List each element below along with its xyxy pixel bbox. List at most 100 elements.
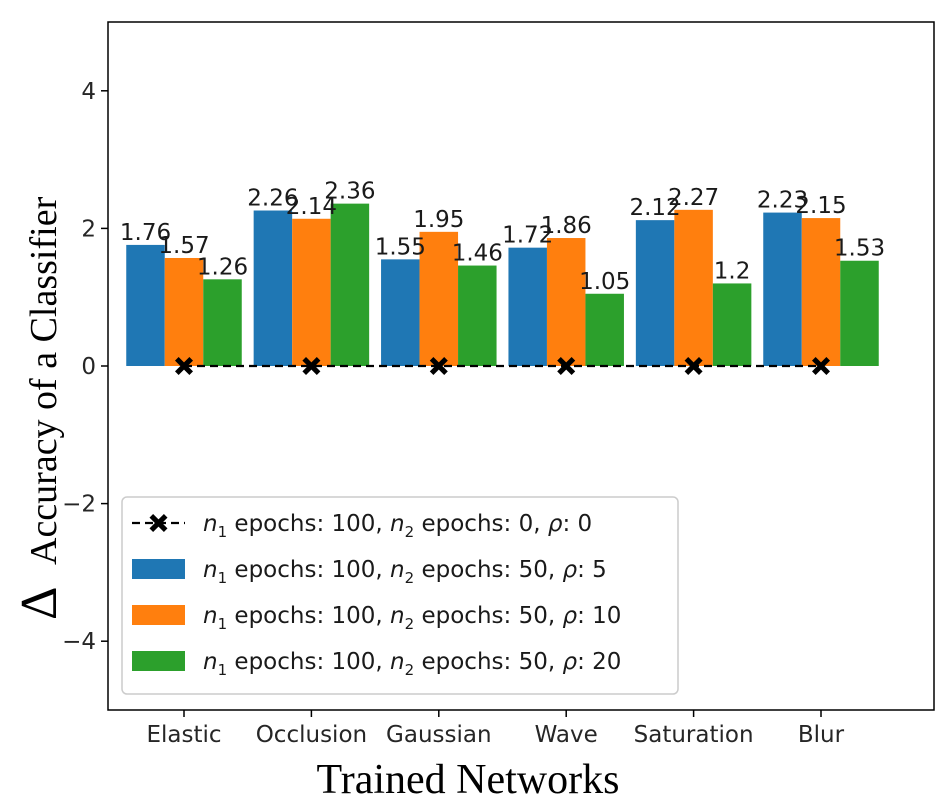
baseline-marker [812, 357, 830, 375]
baseline-marker [175, 357, 193, 375]
x-tick-label: Gaussian [386, 722, 492, 748]
y-tick-label: −2 [62, 492, 96, 518]
bar-value-label: 1.2 [714, 258, 751, 284]
legend-label-part: n [390, 603, 405, 629]
y-tick-label: 0 [81, 354, 96, 380]
bar-value-label: 1.26 [197, 254, 248, 280]
bars-layer [126, 203, 879, 366]
y-axis-title-delta: Δ [11, 587, 68, 620]
legend-label-part: : 5 [577, 557, 607, 583]
legend-label-part: ρ [548, 511, 563, 537]
bar-value-label: 1.72 [502, 223, 553, 249]
bar [635, 220, 675, 366]
legend-label-part: 2 [405, 661, 415, 679]
bar-value-label: 2.26 [247, 186, 298, 212]
legend-swatch [132, 559, 185, 579]
baseline-marker [429, 357, 448, 375]
y-axis-title: Δ Accuracy of a Classifier [11, 196, 68, 620]
bar-value-label: 1.57 [158, 233, 209, 259]
bar [253, 210, 293, 366]
legend-label-part: n [390, 649, 405, 675]
bar-value-label: 2.14 [286, 194, 337, 220]
y-tick-label: 2 [81, 216, 96, 242]
legend-label-part: 1 [218, 569, 228, 587]
legend-label-part: epochs: 100, [227, 511, 390, 537]
legend-label-part: 2 [405, 569, 415, 587]
bar [203, 279, 242, 366]
bar [508, 247, 547, 366]
x-tick-label: Wave [535, 722, 598, 748]
legend-label-part: epochs: 50, [414, 557, 562, 583]
legend-label-part: : 20 [577, 649, 621, 675]
legend-label-part: ρ [562, 557, 577, 583]
bar [763, 212, 802, 366]
baseline-marker [684, 357, 703, 375]
legend-label-part: epochs: 50, [414, 603, 562, 629]
bar-value-label: 1.95 [413, 207, 464, 233]
legend-label-part: epochs: 0, [414, 511, 548, 537]
bar [546, 238, 586, 366]
bar [585, 293, 624, 366]
bar-value-label: 2.12 [629, 195, 680, 221]
bar [801, 218, 841, 366]
baseline-marker [557, 357, 576, 375]
bar [292, 218, 331, 366]
bar-value-label: 2.23 [757, 188, 808, 214]
legend-label-part: n [203, 649, 218, 675]
x-axis-title: Trained Networks [317, 757, 620, 803]
bar [712, 283, 752, 366]
legend-label-part: epochs: 100, [227, 649, 390, 675]
bar-value-label: 1.86 [541, 213, 592, 239]
legend-label: n1 epochs: 100, n2 epochs: 50, ρ: 10 [203, 603, 621, 633]
legend-label-part: ρ [562, 603, 577, 629]
bar-value-label: 2.15 [795, 193, 846, 219]
y-axis-title-text: Accuracy of a Classifier [23, 196, 65, 565]
bar-value-label: 1.55 [375, 234, 426, 260]
bar-value-label: 1.76 [120, 220, 171, 246]
bar-value-label: 1.05 [579, 269, 630, 295]
x-tick-label: Elastic [146, 722, 221, 748]
legend-label: n1 epochs: 100, n2 epochs: 50, ρ: 20 [203, 649, 621, 679]
bar [126, 244, 165, 366]
legend-label-part: n [203, 557, 218, 583]
legend-label-part: 2 [405, 523, 415, 541]
bar-value-label: 1.46 [452, 241, 503, 267]
legend-swatch [132, 605, 185, 625]
legend-label-part: 1 [218, 523, 228, 541]
bar [381, 259, 420, 366]
x-tick-label: Saturation [634, 722, 754, 748]
bar-labels-layer: 1.76 2.26 1.55 1.72 2.12 2.23 1.57 2.14 1.95 1.86… [120, 179, 885, 295]
legend-label-part: n [390, 557, 405, 583]
legend-label-part: epochs: 100, [227, 603, 390, 629]
legend-label-part: 1 [218, 661, 228, 679]
legend-label-part: epochs: 100, [227, 557, 390, 583]
x-tick-label: Occlusion [256, 722, 367, 748]
legend-entries: n1 epochs: 100, n2 epochs: 0, ρ: 0n1 epo… [132, 511, 621, 679]
legend: n1 epochs: 100, n2 epochs: 0, ρ: 0n1 epo… [121, 496, 679, 695]
baseline-marker [302, 357, 321, 375]
baseline-layer [175, 357, 830, 375]
x-tick-label: Blur [798, 722, 845, 748]
legend-label: n1 epochs: 100, n2 epochs: 50, ρ: 5 [203, 557, 607, 587]
legend-label-part: ρ [562, 649, 577, 675]
legend-swatch [132, 651, 185, 671]
bar [458, 265, 497, 366]
legend-label-part: 2 [405, 615, 415, 633]
y-axis: −4 −2 0 2 4 [62, 79, 108, 655]
bar [674, 209, 713, 366]
legend-label: n1 epochs: 100, n2 epochs: 0, ρ: 0 [203, 511, 592, 541]
bar [330, 203, 370, 366]
legend-label-part: n [203, 511, 218, 537]
y-tick-label: −4 [62, 629, 96, 655]
bar [840, 260, 879, 366]
y-tick-label: 4 [81, 79, 96, 105]
bar-value-label: 2.36 [324, 179, 375, 205]
legend-baseline-marker [149, 514, 168, 532]
legend-label-part: : 0 [562, 511, 592, 537]
legend-label-part: 1 [218, 615, 228, 633]
bar-value-label: 2.27 [668, 185, 719, 211]
legend-label-part: n [390, 511, 405, 537]
bar [164, 257, 204, 366]
legend-frame [121, 496, 679, 695]
